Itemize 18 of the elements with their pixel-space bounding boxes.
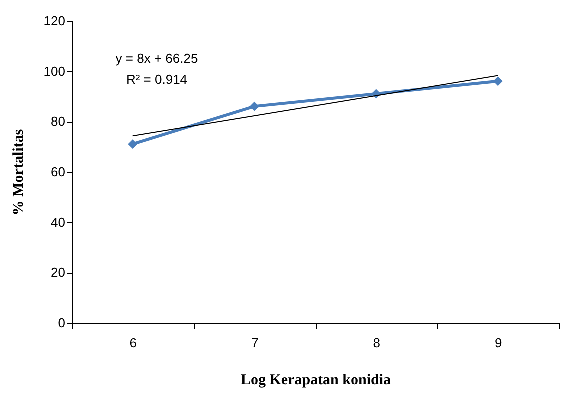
y-tick-label: 100 xyxy=(44,64,66,79)
y-tick-label: 80 xyxy=(51,114,66,130)
point xyxy=(128,140,138,150)
point xyxy=(493,76,503,86)
annotation: R² = 0.914 xyxy=(126,72,188,87)
y-tick-label: 40 xyxy=(51,214,66,230)
x-axis-title: Log Kerapatan konidia xyxy=(240,372,392,388)
annotation: y = 8x + 66.25 xyxy=(116,51,198,66)
y-tick-label: 60 xyxy=(51,164,66,180)
y-tick-label: 120 xyxy=(44,14,66,28)
point xyxy=(250,102,260,112)
x-tick-label: 7 xyxy=(252,336,259,350)
y-tick-label: 20 xyxy=(51,265,66,280)
x-tick-label: 6 xyxy=(130,336,137,350)
y-axis-title: % Mortalitas xyxy=(10,129,27,216)
x-tick-label: 9 xyxy=(495,336,502,350)
y-tick-label: 0 xyxy=(58,316,66,330)
x-tick-label: 8 xyxy=(373,336,380,350)
